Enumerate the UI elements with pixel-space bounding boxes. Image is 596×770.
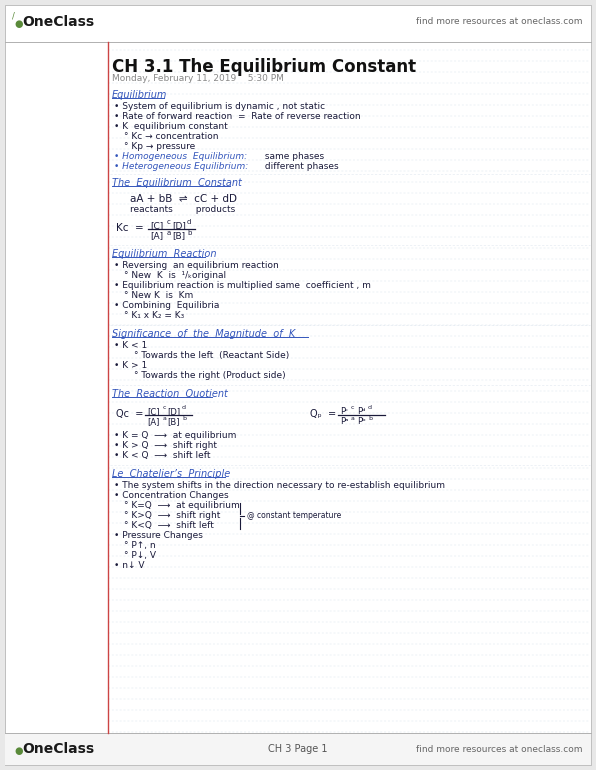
Text: The  Equilibrium  Constant: The Equilibrium Constant: [112, 178, 242, 188]
Text: aA + bB  ⇌  cC + dD: aA + bB ⇌ cC + dD: [130, 194, 237, 204]
Text: Kc  =: Kc =: [116, 223, 144, 233]
Text: [C]: [C]: [147, 407, 160, 416]
Text: • Combining  Equilibria: • Combining Equilibria: [114, 301, 219, 310]
Text: Qₚ  =: Qₚ =: [310, 409, 336, 419]
Text: same phases: same phases: [262, 152, 324, 161]
Text: The  Reaction  Quotient: The Reaction Quotient: [112, 389, 228, 399]
Text: • K  equilibrium constant: • K equilibrium constant: [114, 122, 228, 131]
Text: a: a: [351, 416, 355, 421]
Text: a: a: [163, 416, 167, 421]
Text: • The system shifts in the direction necessary to re-establish equilibrium: • The system shifts in the direction nec…: [114, 481, 445, 490]
Text: ° Towards the left  (Reactant Side): ° Towards the left (Reactant Side): [134, 351, 289, 360]
Text: ° P↑, n: ° P↑, n: [124, 541, 156, 550]
Text: ° Kp → pressure: ° Kp → pressure: [124, 142, 195, 151]
Text: ° New K  is  Km: ° New K is Km: [124, 291, 193, 300]
Text: • Reversing  an equilibrium reaction: • Reversing an equilibrium reaction: [114, 261, 279, 270]
Text: • K < 1: • K < 1: [114, 341, 147, 350]
Text: find more resources at oneclass.com: find more resources at oneclass.com: [415, 18, 582, 26]
Text: Significance  of  the  Magnitude  of  K: Significance of the Magnitude of K: [112, 329, 295, 339]
Text: CH 3.1 The Equilibrium Constant: CH 3.1 The Equilibrium Constant: [112, 58, 416, 76]
Text: [D]: [D]: [172, 221, 186, 230]
Text: • n↓ V: • n↓ V: [114, 561, 144, 570]
Text: Pᵃ: Pᵃ: [340, 417, 349, 426]
Text: ° Towards the right (Product side): ° Towards the right (Product side): [134, 371, 285, 380]
Text: ●: ●: [14, 746, 23, 756]
Text: • Rate of forward reaction  =  Rate of reverse reaction: • Rate of forward reaction = Rate of rev…: [114, 112, 361, 121]
Text: [B]: [B]: [167, 417, 179, 426]
Text: CH 3 Page 1: CH 3 Page 1: [268, 744, 328, 754]
Text: • System of equilibrium is dynamic , not static: • System of equilibrium is dynamic , not…: [114, 102, 325, 111]
Text: reactants        products: reactants products: [130, 205, 235, 214]
Text: /: /: [12, 12, 15, 21]
Text: different phases: different phases: [262, 162, 339, 171]
Text: d: d: [187, 219, 191, 225]
Text: c: c: [163, 405, 166, 410]
Text: ° Kc → concentration: ° Kc → concentration: [124, 132, 219, 141]
Text: [A]: [A]: [147, 417, 159, 426]
Text: ●: ●: [14, 19, 23, 29]
Text: Equilibrium: Equilibrium: [112, 90, 167, 100]
Text: [A]: [A]: [150, 231, 163, 240]
Text: b: b: [182, 416, 186, 421]
Text: @ constant temperature: @ constant temperature: [247, 511, 342, 521]
Text: • Heterogeneous Equilibrium:: • Heterogeneous Equilibrium:: [114, 162, 249, 171]
Text: • Pressure Changes: • Pressure Changes: [114, 531, 203, 540]
Text: ° P↓, V: ° P↓, V: [124, 551, 156, 560]
Text: Le  Chatelier’s  Principle: Le Chatelier’s Principle: [112, 469, 230, 479]
Text: [C]: [C]: [150, 221, 163, 230]
Text: OneClass: OneClass: [22, 742, 94, 756]
Text: Pᵈ: Pᵈ: [357, 407, 365, 416]
Text: b: b: [187, 230, 191, 236]
Text: d: d: [182, 405, 186, 410]
Text: ° K<Q  ⟶  shift left: ° K<Q ⟶ shift left: [124, 521, 214, 530]
Text: Pᶜ: Pᶜ: [340, 407, 348, 416]
Text: ° K₁ x K₂ = K₃: ° K₁ x K₂ = K₃: [124, 311, 184, 320]
Text: • Homogeneous  Equilibrium:: • Homogeneous Equilibrium:: [114, 152, 247, 161]
Text: Qc  =: Qc =: [116, 409, 144, 419]
Text: Pᵇ: Pᵇ: [357, 417, 366, 426]
Text: ° K>Q  ⟶  shift right: ° K>Q ⟶ shift right: [124, 511, 221, 520]
Text: Equilibrium  Reaction: Equilibrium Reaction: [112, 249, 216, 259]
Text: c: c: [351, 405, 355, 410]
Text: d: d: [368, 405, 372, 410]
Text: a: a: [167, 230, 171, 236]
Text: ° New  K  is  ¹/ₖoriginal: ° New K is ¹/ₖoriginal: [124, 271, 226, 280]
Bar: [5, 733, 591, 765]
Text: Monday, February 11, 2019    5:30 PM: Monday, February 11, 2019 5:30 PM: [112, 74, 284, 83]
Text: find more resources at oneclass.com: find more resources at oneclass.com: [415, 745, 582, 754]
Text: b: b: [368, 416, 372, 421]
Text: • K = Q  ⟶  at equilibrium: • K = Q ⟶ at equilibrium: [114, 431, 237, 440]
Text: • K > 1: • K > 1: [114, 361, 147, 370]
Text: [D]: [D]: [167, 407, 180, 416]
Text: ° K=Q  ⟶  at equilibrium: ° K=Q ⟶ at equilibrium: [124, 501, 240, 510]
Text: • Equilibrium reaction is multiplied same  coefficient , m: • Equilibrium reaction is multiplied sam…: [114, 281, 371, 290]
Text: • Concentration Changes: • Concentration Changes: [114, 491, 229, 500]
Text: • K < Q  ⟶  shift left: • K < Q ⟶ shift left: [114, 451, 210, 460]
Text: OneClass: OneClass: [22, 15, 94, 29]
Text: c: c: [167, 219, 171, 225]
Text: • K > Q  ⟶  shift right: • K > Q ⟶ shift right: [114, 441, 217, 450]
Text: [B]: [B]: [172, 231, 185, 240]
